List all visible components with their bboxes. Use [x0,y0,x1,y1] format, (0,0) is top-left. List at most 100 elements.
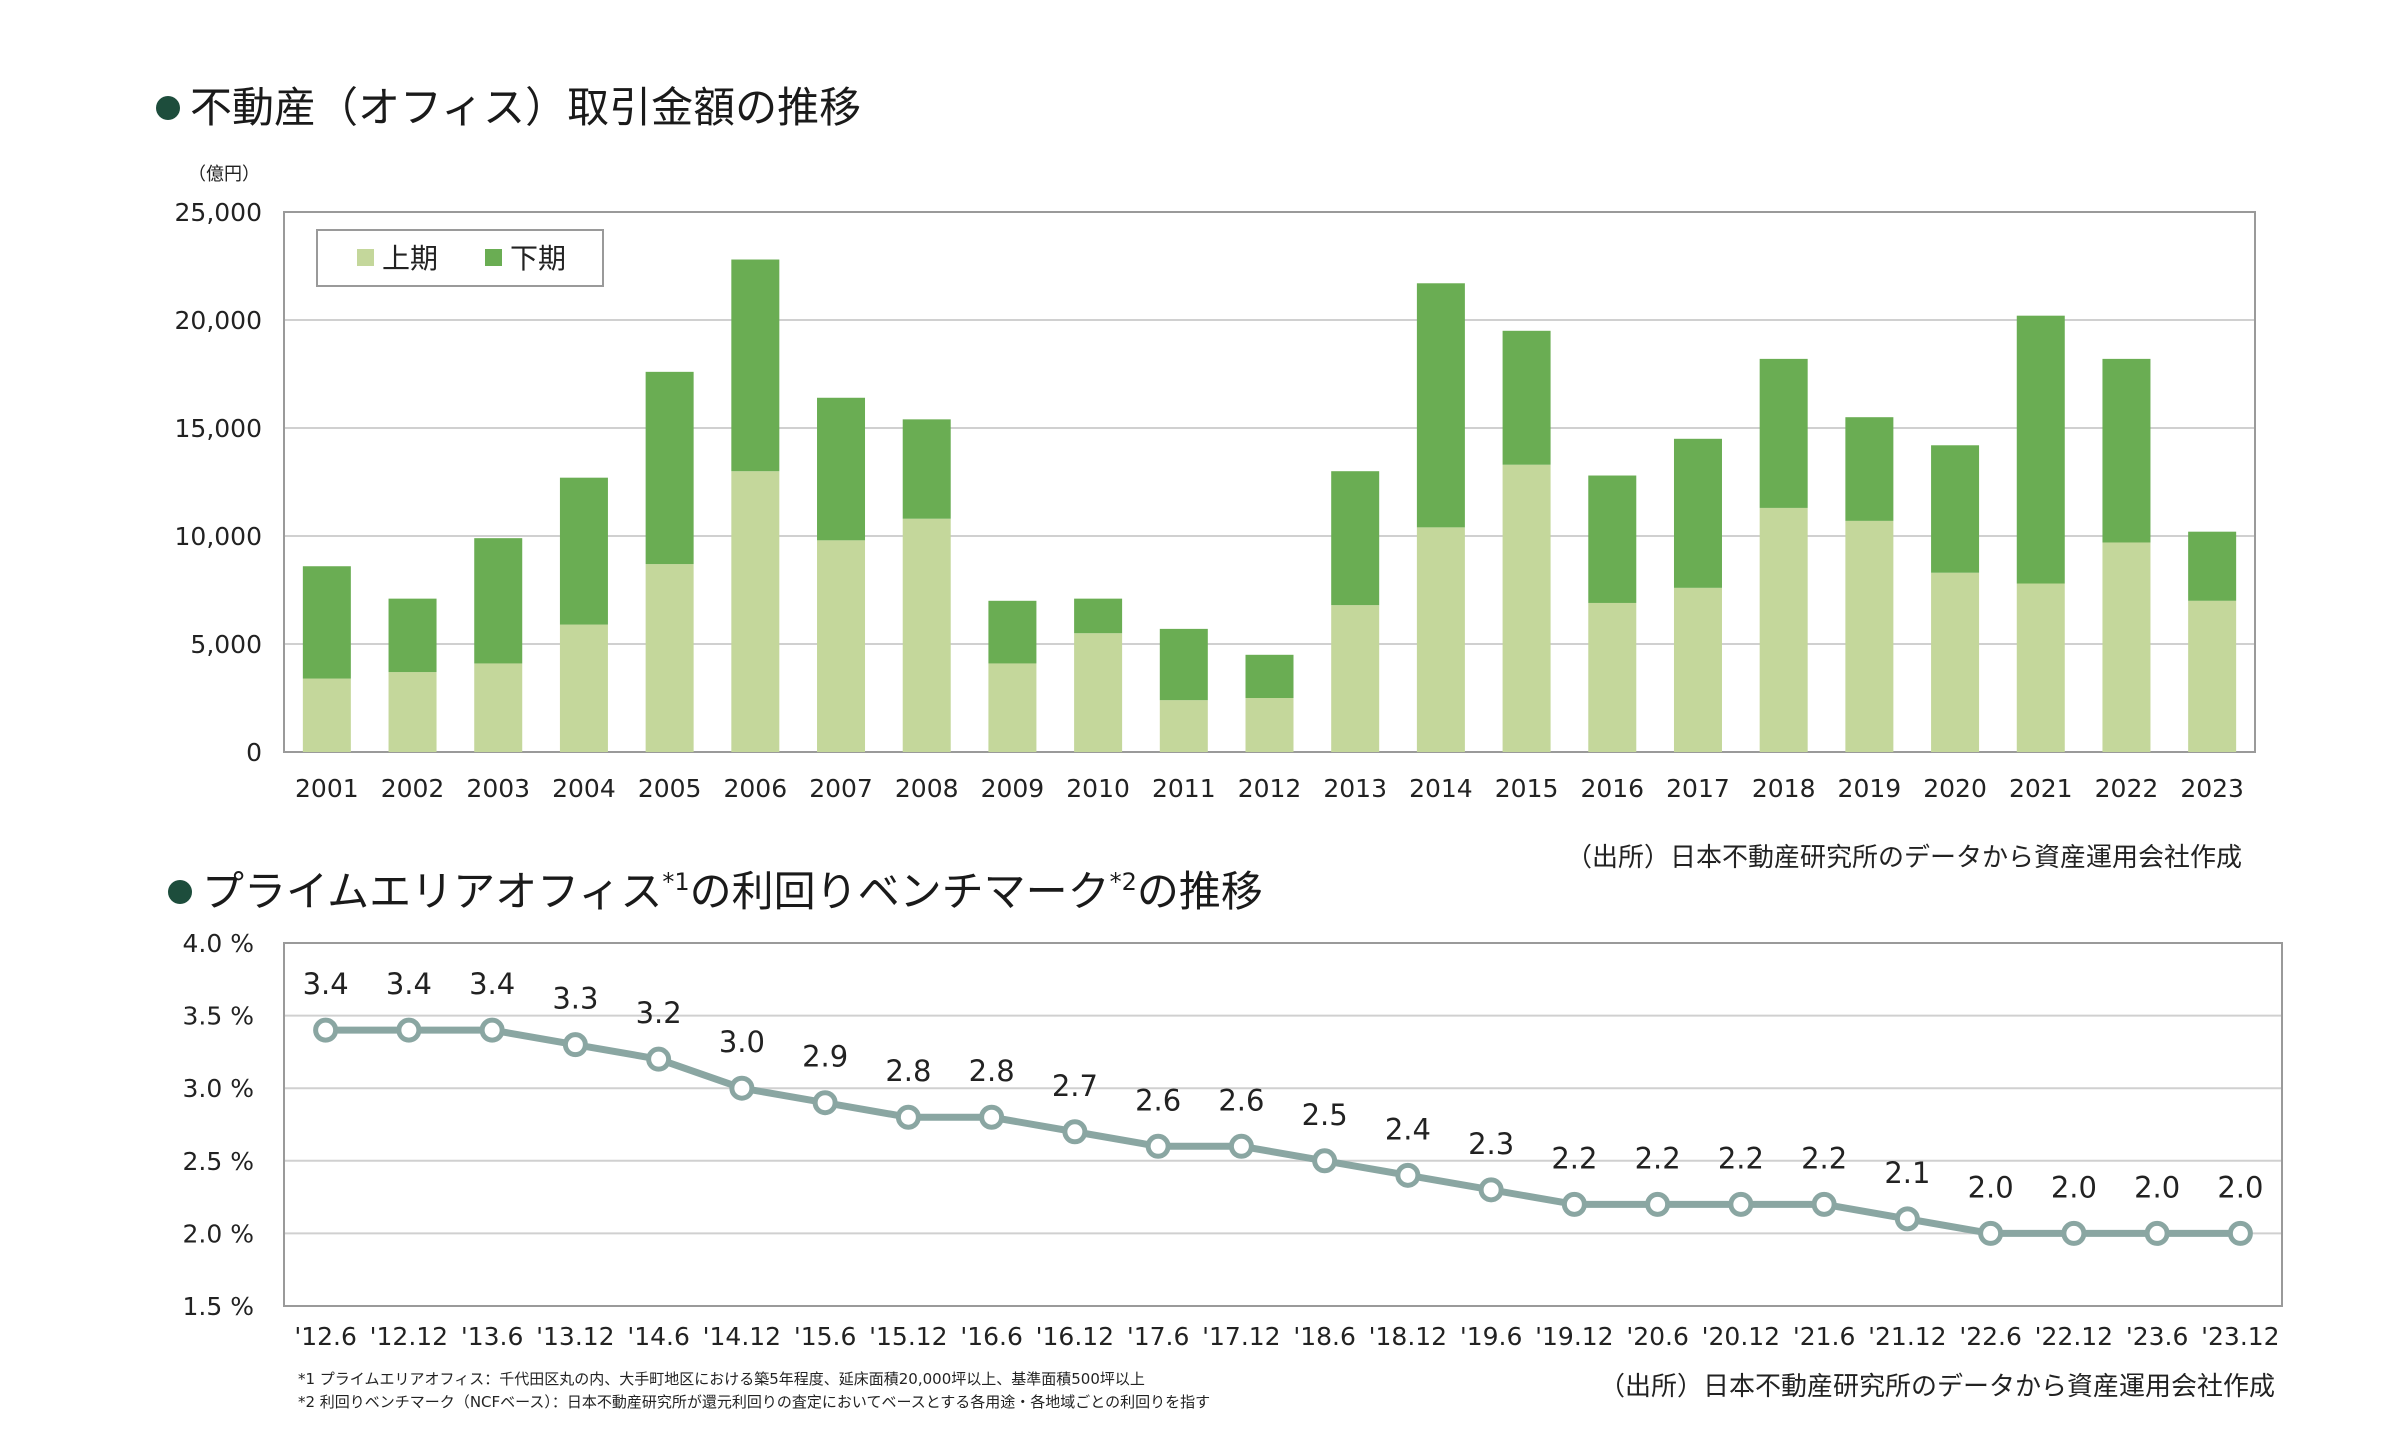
bar-chart-legend: 上期 下期 [316,229,604,287]
x-tick-label: 2012 [1238,774,1302,803]
y-tick-label: 3.5 % [183,1002,254,1031]
x-tick-label: 2007 [809,774,873,803]
x-tick-label: '16.12 [1036,1322,1114,1351]
y-tick-label: 25,000 [175,198,262,227]
bar-second-half [388,598,437,673]
x-tick-label: '13.6 [461,1322,524,1351]
x-tick-label: '23.12 [2201,1322,2279,1351]
bar-first-half [2188,600,2237,752]
data-label: 2.2 [1718,1141,1764,1175]
bar-first-half [902,518,951,752]
x-tick-label: '17.6 [1127,1322,1190,1351]
bar-first-half [1502,464,1551,752]
bar-first-half [1673,587,1722,752]
data-point [1228,1133,1254,1159]
x-tick-label: 2021 [2009,774,2073,803]
data-point [1645,1191,1671,1217]
y-tick-label: 1.5 % [183,1292,254,1321]
bar-first-half [817,540,866,752]
y-tick-label: 2.5 % [183,1147,254,1176]
x-tick-label: 2013 [1323,774,1387,803]
data-label: 2.0 [2134,1170,2180,1204]
bar-chart-source: （出所）日本不動産研究所のデータから資産運用会社作成 [1566,843,2242,873]
bar-first-half [302,678,351,752]
x-tick-label: '19.6 [1460,1322,1523,1351]
data-label: 2.0 [2217,1170,2263,1204]
bar-second-half [1331,471,1380,606]
x-tick-label: 2001 [295,774,359,803]
x-tick-label: '21.6 [1793,1322,1856,1351]
x-tick-label: 2005 [638,774,702,803]
footnote-2: *2 利回りベンチマーク（NCFベース）：日本不動産研究所が還元利回りの査定にお… [298,1393,1210,1411]
bar-second-half [902,419,951,519]
line-chart-title-part1: プライムエリアオフィス [202,867,662,916]
data-point [1062,1119,1088,1145]
data-point [313,1017,339,1043]
data-point [396,1017,422,1043]
x-tick-label: '20.12 [1702,1322,1780,1351]
data-label: 2.0 [1968,1170,2014,1204]
data-label: 2.6 [1135,1083,1181,1117]
data-point [1978,1220,2004,1246]
title-bullet-icon [156,96,180,120]
bar-second-half [2188,531,2237,601]
data-point [812,1090,838,1116]
line-chart-title-sup2: *2 [1110,868,1137,896]
x-tick-label: '22.6 [1959,1322,2022,1351]
bar-second-half [2016,315,2065,584]
data-label: 2.2 [1551,1141,1597,1175]
bar-second-half [1845,417,1894,521]
bar-second-half [1588,475,1637,603]
data-label: 2.0 [2051,1170,2097,1204]
bar-first-half [1588,602,1637,752]
line-chart-title: プライムエリアオフィス*1の利回りベンチマーク*2の推移 [202,867,1263,916]
title-bullet-icon [168,880,192,904]
data-point [1561,1191,1587,1217]
x-tick-label: '15.6 [794,1322,857,1351]
x-tick-label: 2004 [552,774,616,803]
data-point [729,1075,755,1101]
x-tick-label: '18.12 [1369,1322,1447,1351]
y-tick-label: 2.0 % [183,1219,254,1248]
bar-first-half [474,663,523,752]
x-tick-label: 2010 [1066,774,1130,803]
bar-first-half [559,624,608,752]
y-tick-label: 3.0 % [183,1074,254,1103]
bar-first-half [1074,633,1123,752]
bar-second-half [1159,628,1208,701]
data-point [1811,1191,1837,1217]
x-tick-label: 2020 [1923,774,1987,803]
x-tick-label: '23.6 [2126,1322,2189,1351]
data-point [2144,1220,2170,1246]
x-tick-label: 2022 [2095,774,2159,803]
series-line [325,1026,2241,1237]
y-tick-label: 15,000 [175,414,262,443]
x-tick-label: '21.12 [1868,1322,1946,1351]
data-label: 3.4 [386,967,432,1001]
line-chart-title-sup1: *1 [662,868,689,896]
x-tick-label: '14.6 [627,1322,690,1351]
x-tick-label: '19.12 [1535,1322,1613,1351]
x-tick-label: 2003 [466,774,530,803]
bar-first-half [1845,520,1894,752]
data-label: 3.4 [303,967,349,1001]
data-point [1478,1177,1504,1203]
bar-second-half [302,566,351,679]
data-point [646,1046,672,1072]
x-tick-label: 2002 [381,774,445,803]
bar-first-half [1331,605,1380,752]
line-chart-title-part2: の利回りベンチマーク [690,867,1110,916]
data-point [979,1104,1005,1130]
x-tick-label: '14.12 [703,1322,781,1351]
x-tick-label: '17.12 [1202,1322,1280,1351]
data-label: 2.1 [1884,1156,1930,1190]
y-tick-label: 5,000 [190,630,262,659]
data-point [1894,1206,1920,1232]
bar-first-half [2016,583,2065,752]
x-tick-label: 2015 [1495,774,1559,803]
y-tick-label: 20,000 [175,306,262,335]
bar-second-half [988,600,1037,664]
data-point [479,1017,505,1043]
data-point [1145,1133,1171,1159]
